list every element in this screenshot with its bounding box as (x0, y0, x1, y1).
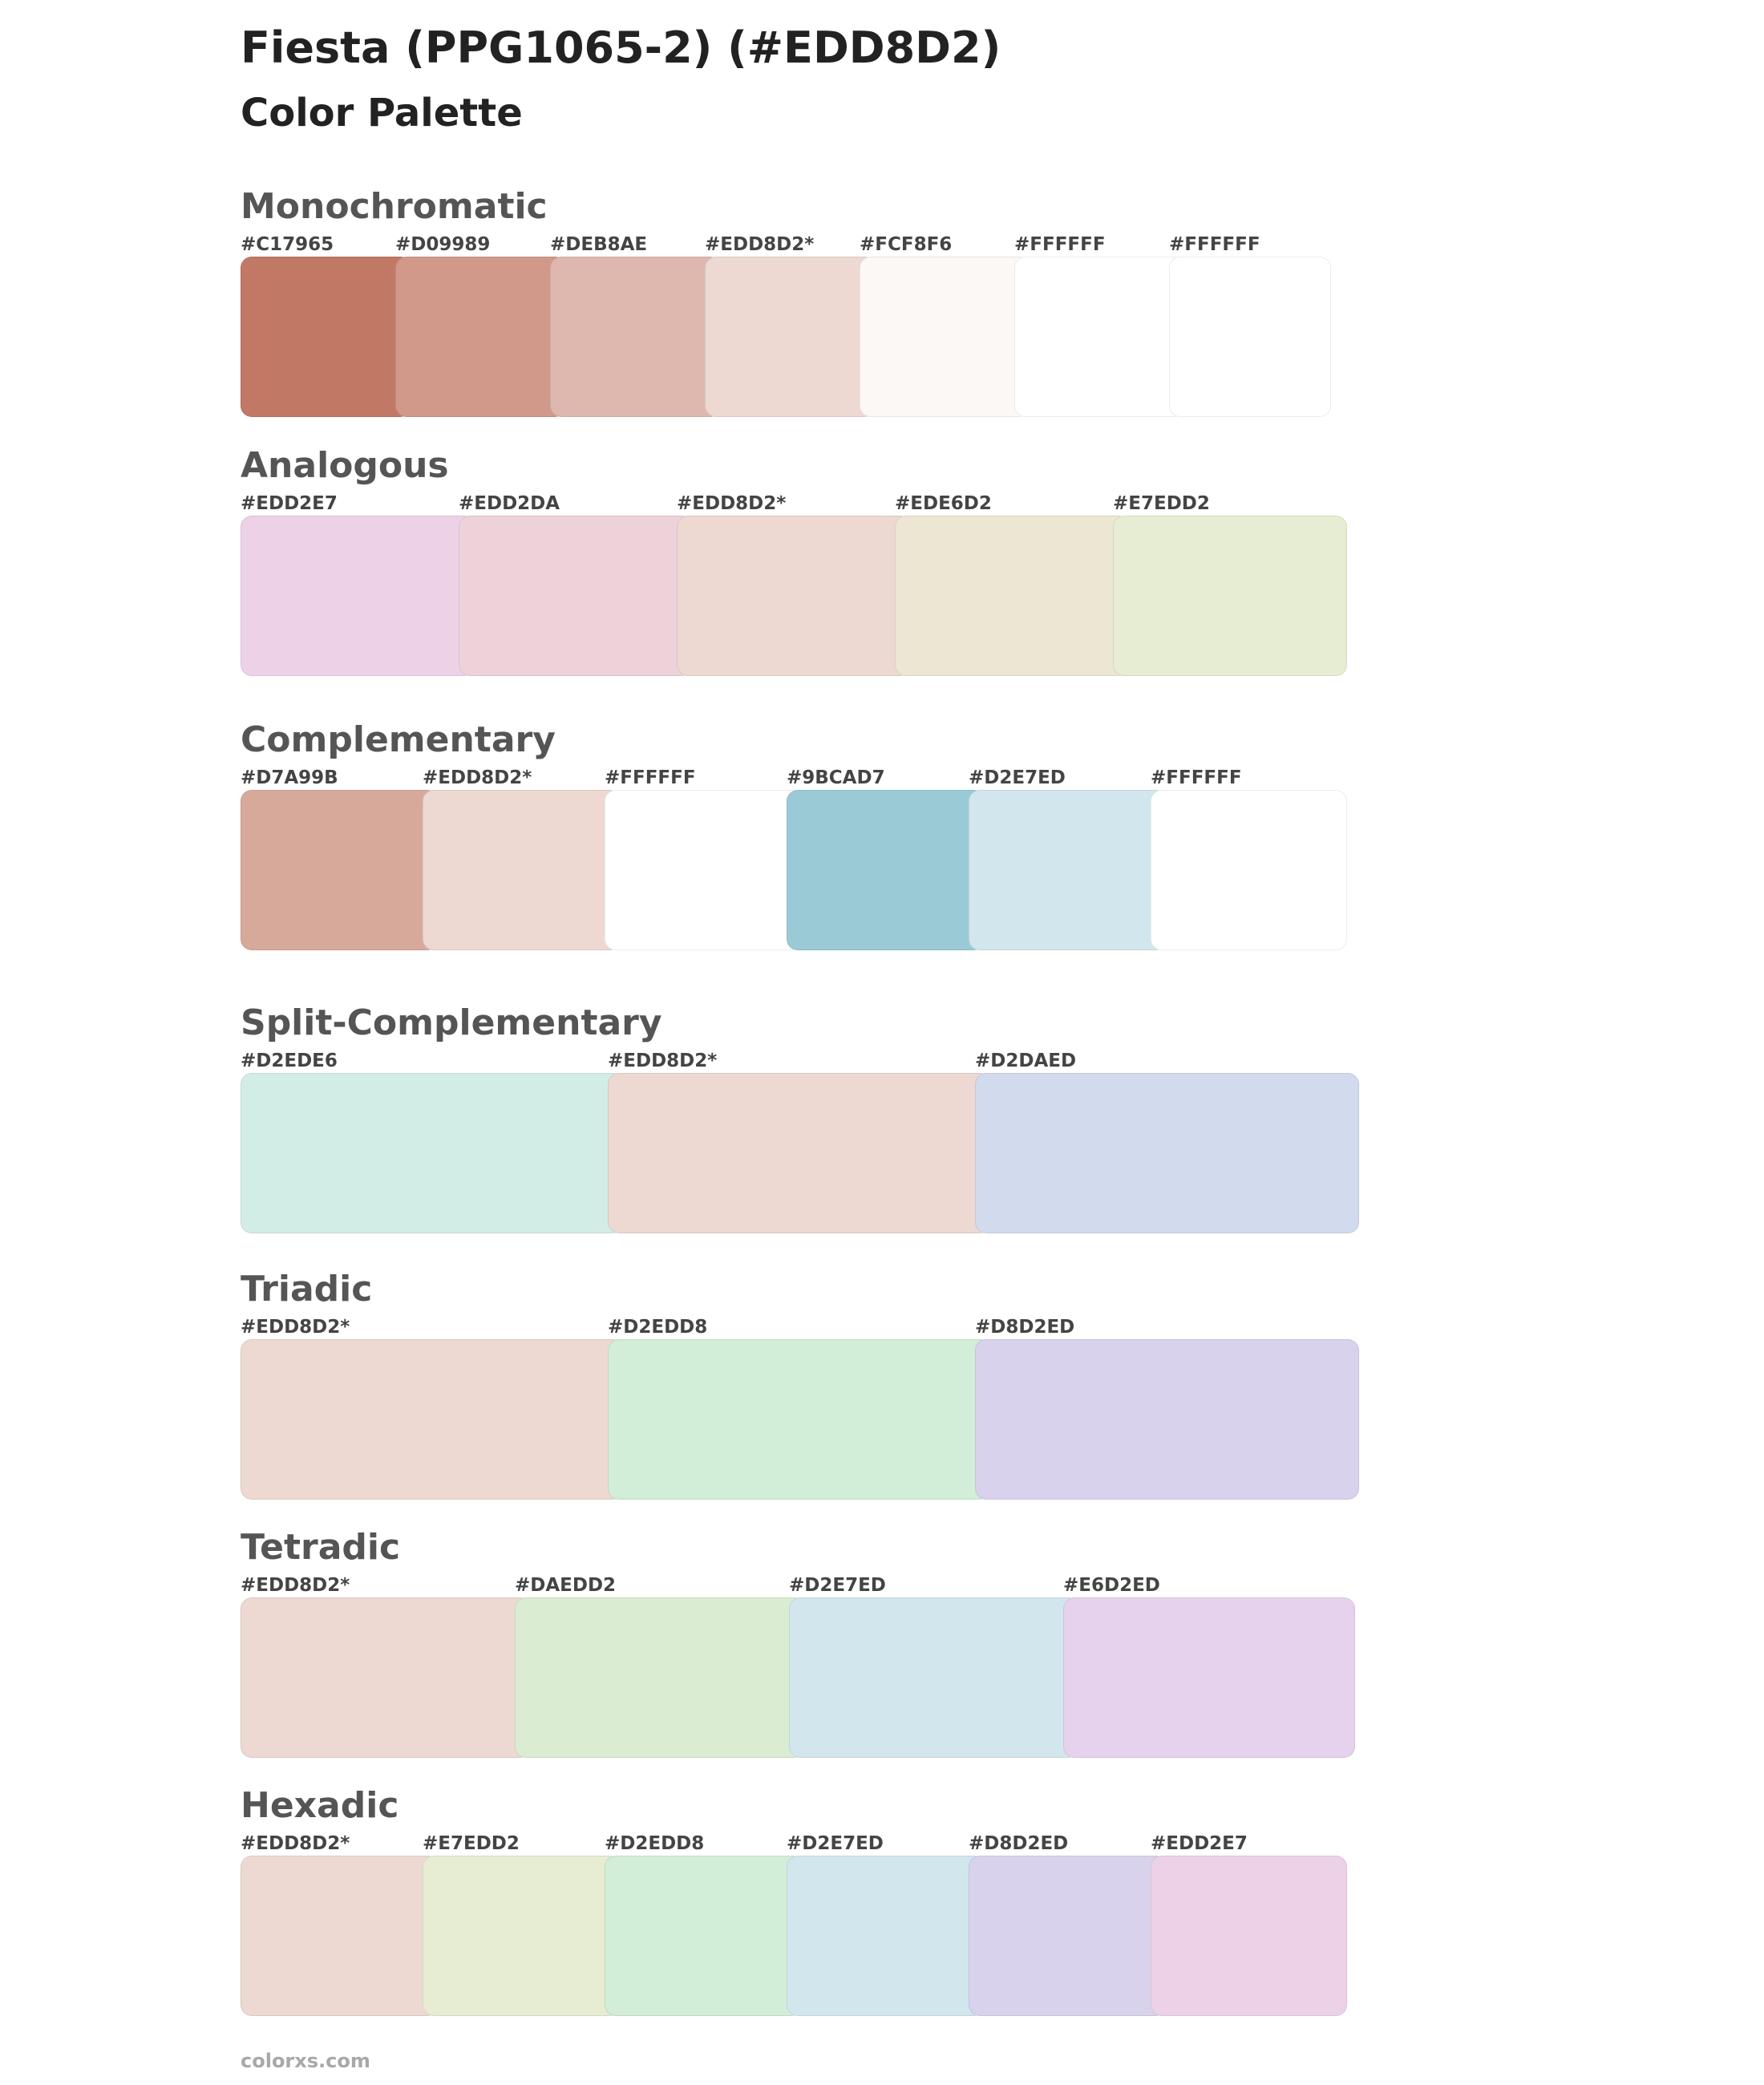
swatch-label: #D2E7ED (789, 1575, 886, 1596)
swatch-label: #EDD2E7 (241, 493, 338, 514)
swatch-labels: #EDD8D2* #DAEDD2 #D2E7ED #E6D2ED (241, 1573, 1355, 1597)
swatch-row (241, 790, 1347, 950)
swatch-label: #E7EDD2 (423, 1833, 520, 1854)
swatch-label: #E7EDD2 (1113, 493, 1210, 514)
swatch-labels: #D2EDE6 #EDD8D2* #D2DAED (241, 1049, 1359, 1073)
swatch-label: #EDD8D2* (705, 234, 815, 255)
color-swatch[interactable] (241, 1597, 531, 1758)
color-swatch[interactable] (789, 1597, 1079, 1758)
section-title: Split-Complementary (241, 1002, 662, 1043)
color-swatch[interactable] (677, 516, 911, 676)
color-swatch[interactable] (241, 1073, 624, 1233)
swatch-row (241, 1073, 1359, 1233)
swatch-labels: #C17965 #D09989 #DEB8AE #EDD8D2* #FCF8F6 #FFF… (241, 233, 1331, 257)
swatch-label: #EDD8D2* (608, 1051, 718, 1071)
swatch-label: #EDD8D2* (423, 767, 532, 788)
color-swatch[interactable] (787, 1856, 985, 2016)
swatch-label: #FCF8F6 (860, 234, 953, 255)
section-title: Hexadic (241, 1785, 399, 1826)
section-title: Monochromatic (241, 186, 548, 227)
section-title: Complementary (241, 719, 556, 760)
swatch-label: #D2E7ED (787, 1833, 884, 1854)
swatch-label: #EDE6D2 (895, 493, 992, 514)
section-title: Triadic (241, 1269, 373, 1310)
swatch-label: #E6D2ED (1063, 1575, 1160, 1596)
color-swatch[interactable] (1169, 257, 1331, 417)
color-swatch[interactable] (969, 1856, 1167, 2016)
color-swatch[interactable] (515, 1597, 805, 1758)
color-swatch[interactable] (975, 1339, 1359, 1500)
swatch-label: #EDD8D2* (241, 1833, 350, 1854)
color-swatch[interactable] (241, 257, 411, 417)
color-swatch[interactable] (608, 1339, 991, 1500)
color-swatch[interactable] (895, 516, 1129, 676)
color-swatch[interactable] (969, 790, 1167, 950)
swatch-labels: #EDD8D2* #D2EDD8 #D8D2ED (241, 1315, 1359, 1339)
color-swatch[interactable] (860, 257, 1030, 417)
swatch-label: #FFFFFF (1169, 234, 1260, 255)
swatch-row (241, 1856, 1347, 2016)
swatch-label: #D8D2ED (969, 1833, 1069, 1854)
section-title: Tetradic (241, 1527, 401, 1568)
color-swatch[interactable] (550, 257, 721, 417)
color-swatch[interactable] (459, 516, 693, 676)
swatch-label: #D7A99B (241, 767, 338, 788)
swatch-label: #9BCAD7 (787, 767, 885, 788)
swatch-label: #D2EDD8 (608, 1317, 708, 1338)
swatch-label: #FFFFFF (1151, 767, 1242, 788)
swatch-row (241, 1339, 1359, 1500)
color-swatch[interactable] (395, 257, 566, 417)
site-link[interactable]: colorxs.com (241, 2050, 370, 2072)
swatch-label: #FFFFFF (1014, 234, 1106, 255)
swatch-label: #C17965 (241, 234, 334, 255)
color-swatch[interactable] (241, 790, 439, 950)
color-swatch[interactable] (787, 790, 985, 950)
swatch-label: #EDD2DA (459, 493, 560, 514)
color-swatch[interactable] (241, 1856, 439, 2016)
swatch-label: #EDD8D2* (241, 1575, 350, 1596)
swatch-label: #FFFFFF (605, 767, 696, 788)
color-swatch[interactable] (605, 790, 803, 950)
swatch-row (241, 516, 1347, 676)
swatch-row (241, 1597, 1355, 1758)
color-swatch[interactable] (423, 790, 621, 950)
swatch-label: #EDD8D2* (241, 1317, 350, 1338)
swatch-row (241, 257, 1331, 417)
swatch-label: #DAEDD2 (515, 1575, 617, 1596)
swatch-label: #DEB8AE (550, 234, 648, 255)
swatch-label: #D2E7ED (969, 767, 1066, 788)
color-swatch[interactable] (1113, 516, 1347, 676)
section-title: Analogous (241, 445, 449, 486)
color-swatch[interactable] (705, 257, 876, 417)
swatch-label: #EDD2E7 (1151, 1833, 1248, 1854)
color-swatch[interactable] (423, 1856, 621, 2016)
page-title: Fiesta (PPG1065-2) (#EDD8D2) (241, 22, 1001, 73)
swatch-label: #D09989 (395, 234, 491, 255)
swatch-label: #D8D2ED (975, 1317, 1075, 1338)
color-swatch[interactable] (1151, 790, 1347, 950)
color-swatch[interactable] (605, 1856, 803, 2016)
color-swatch[interactable] (608, 1073, 991, 1233)
swatch-labels: #EDD8D2* #E7EDD2 #D2EDD8 #D2E7ED #D8D2ED #EDD… (241, 1832, 1347, 1856)
color-swatch[interactable] (1151, 1856, 1347, 2016)
swatch-label: #D2EDE6 (241, 1051, 338, 1071)
swatch-labels: #D7A99B #EDD8D2* #FFFFFF #9BCAD7 #D2E7ED #FFF… (241, 766, 1347, 790)
swatch-label: #EDD8D2* (677, 493, 787, 514)
color-swatch[interactable] (1014, 257, 1185, 417)
swatch-label: #D2DAED (975, 1051, 1077, 1071)
color-swatch[interactable] (241, 1339, 624, 1500)
color-swatch[interactable] (1063, 1597, 1355, 1758)
swatch-labels: #EDD2E7 #EDD2DA #EDD8D2* #EDE6D2 #E7EDD2 (241, 492, 1347, 516)
page-subtitle: Color Palette (241, 91, 523, 136)
swatch-label: #D2EDD8 (605, 1833, 705, 1854)
color-swatch[interactable] (975, 1073, 1359, 1233)
color-swatch[interactable] (241, 516, 475, 676)
